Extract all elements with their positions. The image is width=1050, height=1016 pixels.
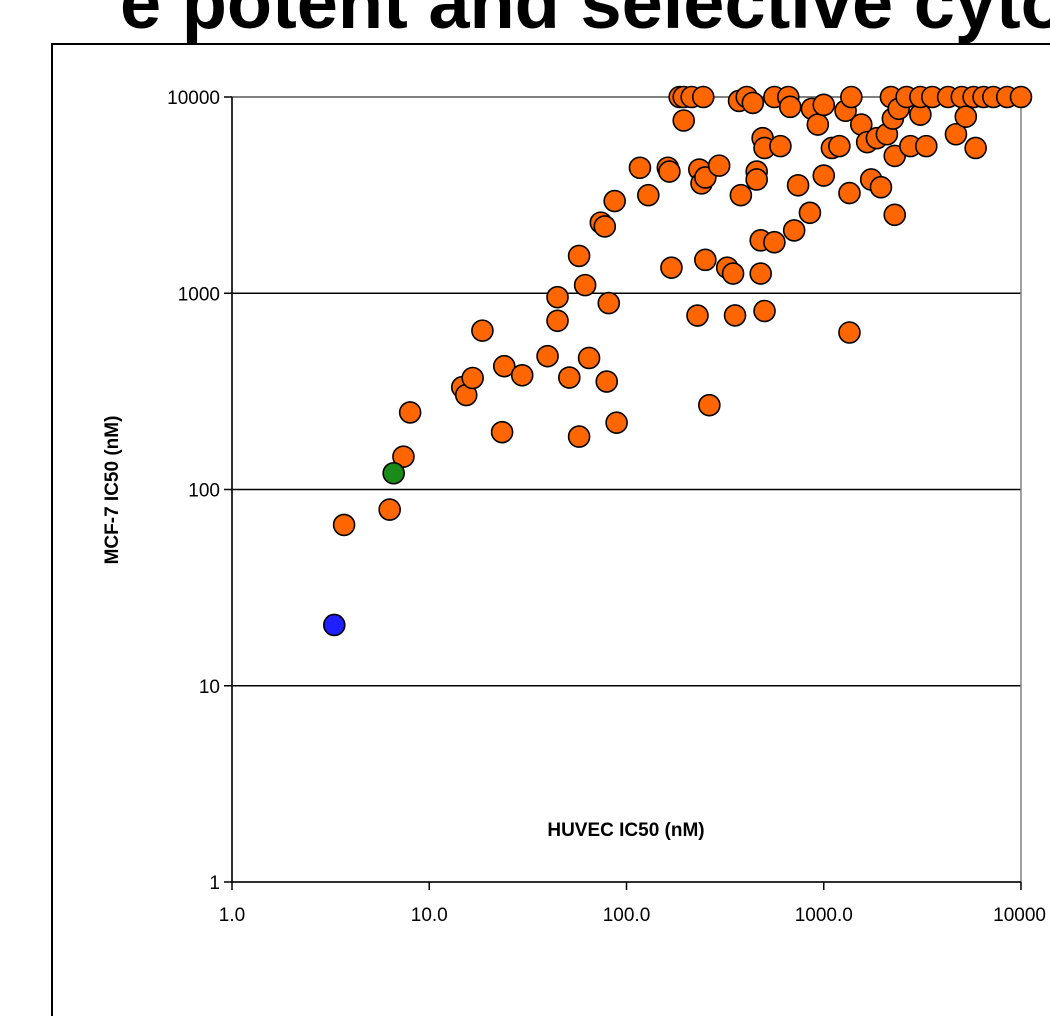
data-point-orange xyxy=(567,244,591,268)
data-point-orange xyxy=(741,91,765,115)
data-point-orange xyxy=(597,291,621,315)
data-point-orange xyxy=(749,262,772,285)
tick-labels: 1 10 100 1000 10000 1.0 10.0 100.0 1000.0 10000 xyxy=(167,88,1046,926)
data-point-orange xyxy=(332,513,356,537)
data-point-orange xyxy=(691,85,715,109)
data-point-orange xyxy=(763,230,786,254)
data-point-orange xyxy=(492,354,516,378)
data-point-orange xyxy=(838,321,861,344)
data-point-orange xyxy=(769,134,792,158)
data-point-orange xyxy=(698,393,721,417)
data-point-orange xyxy=(812,93,836,117)
data-point-orange xyxy=(672,109,696,132)
data-point-orange xyxy=(686,304,709,327)
data-point-orange xyxy=(628,156,652,180)
data-point-orange xyxy=(603,189,626,213)
data-point-orange xyxy=(828,134,851,158)
data-point-orange xyxy=(753,299,776,323)
axes xyxy=(224,96,1022,890)
data-point-orange xyxy=(573,273,597,297)
y-tick-label: 1 xyxy=(209,873,220,894)
data-point-orange xyxy=(536,344,559,368)
data-point-orange xyxy=(723,304,747,327)
data-point-orange xyxy=(812,164,836,187)
data-point-orange xyxy=(378,498,401,521)
data-point-orange xyxy=(914,134,938,158)
data-point-orange xyxy=(510,363,534,387)
data-point-orange xyxy=(729,183,753,207)
data-point-orange xyxy=(786,173,810,197)
y-tick-label: 10000 xyxy=(167,88,220,109)
data-points xyxy=(322,85,1033,637)
data-point-orange xyxy=(694,248,717,272)
y-axis-title: MCF-7 IC50 (nM) xyxy=(102,416,123,565)
y-tick-label: 1000 xyxy=(178,284,220,305)
data-point-orange xyxy=(392,445,415,468)
data-point-orange xyxy=(605,411,628,434)
data-point-orange xyxy=(840,85,863,109)
data-point-orange xyxy=(954,105,978,128)
data-point-orange xyxy=(707,154,731,177)
x-tick-label: 10.0 xyxy=(411,905,448,926)
data-point-orange xyxy=(558,366,581,389)
x-tick-label: 100.0 xyxy=(603,905,651,926)
x-tick-label: 10000 xyxy=(993,905,1046,926)
data-point-orange xyxy=(471,319,494,342)
data-point-orange xyxy=(546,309,569,333)
cropped-chart-title: e potent and selective cytot xyxy=(120,0,1050,44)
data-point-orange xyxy=(838,181,861,205)
y-tick-label: 10 xyxy=(199,677,220,698)
data-point-orange xyxy=(806,113,830,136)
gridlines xyxy=(232,96,1021,687)
data-point-orange xyxy=(1009,85,1033,109)
data-point-orange xyxy=(567,425,591,448)
data-point-orange xyxy=(782,219,806,242)
data-point-orange xyxy=(798,201,822,225)
x-tick-label: 1000.0 xyxy=(795,905,853,926)
data-point-orange xyxy=(637,183,660,207)
data-point-orange xyxy=(398,401,422,424)
data-point-orange xyxy=(461,366,484,390)
data-point-orange xyxy=(660,256,683,279)
data-point-orange xyxy=(883,203,907,227)
data-point-orange xyxy=(944,122,968,146)
data-point-orange xyxy=(869,175,893,199)
data-point-orange xyxy=(593,215,617,238)
y-tick-label: 100 xyxy=(188,481,220,502)
x-axis-title: HUVEC IC50 (nM) xyxy=(547,820,704,841)
data-point-orange xyxy=(546,285,569,309)
data-point-orange xyxy=(595,370,619,393)
data-point-blue xyxy=(322,613,346,637)
data-point-orange xyxy=(658,160,681,183)
x-tick-label: 1.0 xyxy=(219,905,245,926)
data-point-orange xyxy=(721,262,745,285)
chart-frame xyxy=(51,43,1050,1016)
data-point-orange xyxy=(745,168,768,191)
data-point-orange xyxy=(490,420,514,444)
data-point-orange xyxy=(778,95,802,119)
data-point-orange xyxy=(964,136,987,160)
data-point-orange xyxy=(577,346,601,370)
data-point-green xyxy=(382,461,405,485)
